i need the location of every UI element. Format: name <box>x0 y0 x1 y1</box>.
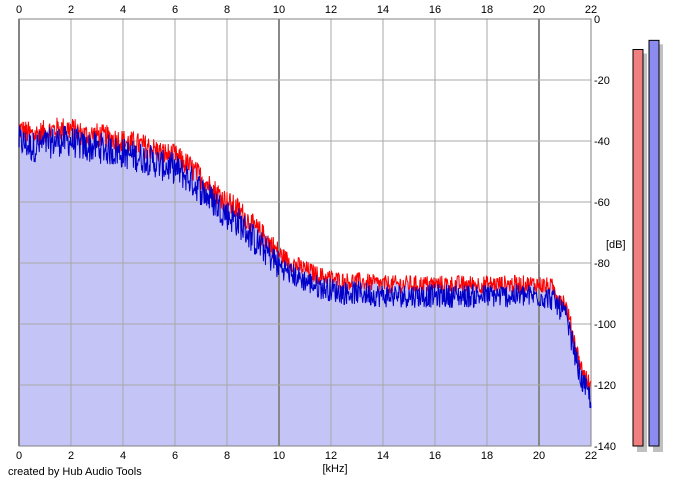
x-tick-label-top: 4 <box>120 4 126 16</box>
x-axis-top-ticks: 0 2 4 6 8 10 12 14 16 18 20 22 <box>16 4 597 16</box>
grid <box>18 18 592 447</box>
x-tick-label-bottom: 12 <box>325 450 337 462</box>
x-tick-label-top: 22 <box>585 4 597 16</box>
x-tick-label-top: 16 <box>429 4 441 16</box>
x-tick-label-top: 12 <box>325 4 337 16</box>
x-tick-label-top: 0 <box>16 4 22 16</box>
x-tick-label-bottom: 16 <box>429 450 441 462</box>
series-line-channel-2 <box>18 125 592 409</box>
y-tick-label: -80 <box>594 258 610 270</box>
x-tick-label-top: 14 <box>377 4 389 16</box>
level-meter-bar <box>632 49 644 447</box>
x-tick-label-top: 8 <box>224 4 230 16</box>
spectrum-lines <box>18 117 592 409</box>
x-tick-label-bottom: 20 <box>533 450 545 462</box>
x-tick-label-bottom: 2 <box>68 450 74 462</box>
x-tick-label-top: 20 <box>533 4 545 16</box>
y-tick-label: -20 <box>594 75 610 87</box>
y-axis-ticks: 0 -20 -40 -60 -80 -100 -120 -140 <box>594 14 616 453</box>
x-tick-label-top: 10 <box>273 4 285 16</box>
x-tick-label-top: 18 <box>481 4 493 16</box>
y-tick-label: -120 <box>594 380 616 392</box>
x-tick-label-bottom: 4 <box>120 450 126 462</box>
y-axis-label: [dB] <box>606 239 626 251</box>
x-tick-label-top: 2 <box>68 4 74 16</box>
x-axis-label: [kHz] <box>322 463 347 475</box>
x-tick-label-bottom: 8 <box>224 450 230 462</box>
plot-border <box>18 18 592 447</box>
x-tick-label-bottom: 6 <box>172 450 178 462</box>
level-meter-bar <box>648 39 660 447</box>
series-line-channel-1 <box>18 117 592 393</box>
level-meters <box>632 39 663 452</box>
credit-text: created by Hub Audio Tools <box>8 466 142 478</box>
x-tick-label-bottom: 0 <box>16 450 22 462</box>
x-tick-label-bottom: 22 <box>585 450 597 462</box>
y-tick-label: -140 <box>594 441 616 453</box>
x-axis-bottom-ticks: 0 2 4 6 8 10 12 14 16 18 20 22 <box>16 450 597 462</box>
y-tick-label: 0 <box>594 14 600 26</box>
x-tick-label-bottom: 10 <box>273 450 285 462</box>
y-tick-label: -100 <box>594 319 616 331</box>
x-tick-label-bottom: 18 <box>481 450 493 462</box>
y-tick-label: -60 <box>594 197 610 209</box>
y-tick-label: -40 <box>594 136 610 148</box>
x-tick-label-bottom: 14 <box>377 450 389 462</box>
x-tick-label-top: 6 <box>172 4 178 16</box>
